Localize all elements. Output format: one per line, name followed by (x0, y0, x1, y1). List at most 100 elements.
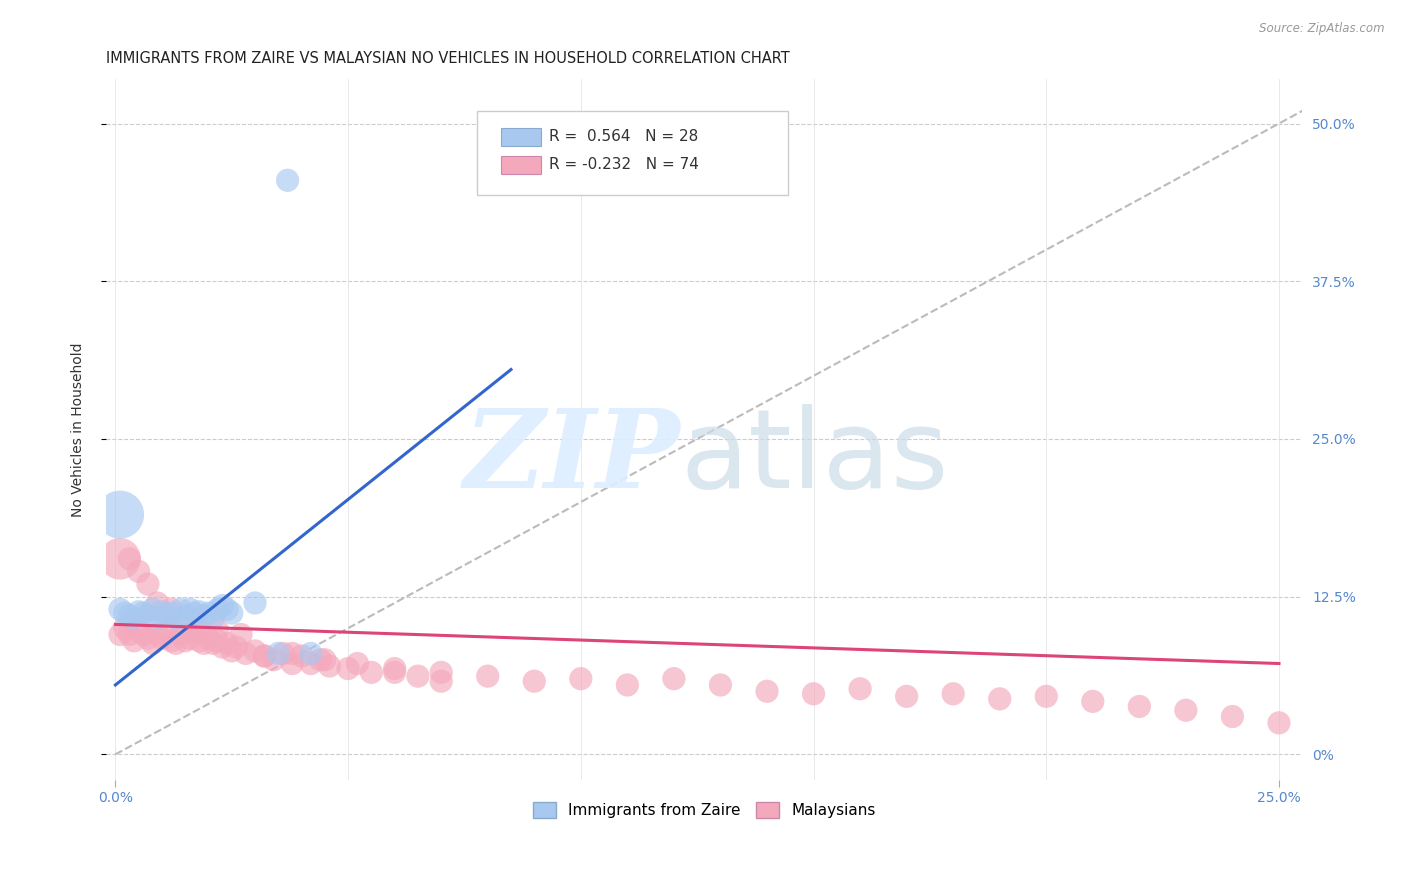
Point (243, 644, 266, 658)
Point (136, 632, 159, 646)
Point (146, 611, 169, 625)
Point (207, 633, 229, 648)
Point (217, 636, 239, 650)
Point (430, 674, 453, 689)
Point (108, 551, 131, 566)
Point (128, 605, 150, 619)
Point (221, 606, 243, 620)
Point (616, 678, 638, 692)
Point (183, 606, 205, 620)
Point (174, 621, 197, 635)
Point (253, 648, 276, 663)
Point (235, 647, 257, 661)
Point (118, 551, 141, 566)
Point (146, 627, 169, 641)
Point (207, 602, 229, 616)
Point (122, 611, 145, 625)
Point (188, 605, 211, 619)
Point (217, 602, 239, 616)
Point (207, 624, 229, 638)
Point (1081, 694, 1104, 708)
Point (523, 674, 546, 689)
Point (150, 632, 173, 646)
Point (142, 636, 165, 650)
Point (384, 662, 406, 676)
FancyBboxPatch shape (501, 128, 541, 146)
Point (849, 681, 872, 696)
Point (314, 653, 336, 667)
Point (155, 624, 177, 638)
Point (193, 636, 215, 650)
Point (165, 636, 187, 650)
Point (709, 678, 731, 692)
FancyBboxPatch shape (501, 156, 541, 174)
Point (662, 672, 685, 686)
Point (202, 611, 225, 625)
Point (267, 647, 290, 661)
Point (160, 602, 183, 616)
Point (197, 632, 219, 646)
Point (118, 608, 141, 623)
Point (188, 633, 211, 648)
Point (569, 672, 592, 686)
Point (477, 669, 499, 683)
Point (271, 647, 294, 661)
Point (150, 605, 173, 619)
Point (193, 608, 215, 623)
Point (430, 665, 453, 680)
Point (114, 606, 136, 620)
Point (197, 606, 219, 620)
Point (183, 624, 205, 638)
Point (299, 657, 322, 671)
Point (142, 602, 165, 616)
Point (128, 624, 150, 638)
Point (179, 632, 201, 646)
Point (108, 627, 131, 641)
Text: Source: ZipAtlas.com: Source: ZipAtlas.com (1260, 22, 1385, 36)
Point (277, 173, 299, 187)
Legend: Immigrants from Zaire, Malaysians: Immigrants from Zaire, Malaysians (527, 797, 882, 824)
Point (221, 644, 243, 658)
Text: ZIP: ZIP (464, 404, 681, 511)
Point (108, 508, 131, 522)
Point (942, 687, 965, 701)
Point (243, 596, 266, 610)
Point (108, 602, 131, 616)
Point (128, 565, 150, 579)
Point (346, 657, 368, 671)
Point (281, 657, 304, 671)
Point (118, 627, 141, 641)
Point (384, 665, 406, 680)
Point (179, 602, 201, 616)
Point (174, 608, 197, 623)
Point (337, 662, 360, 676)
Point (160, 633, 183, 648)
Point (136, 577, 159, 591)
Point (202, 636, 225, 650)
Point (122, 633, 145, 648)
Point (211, 640, 233, 654)
Point (136, 608, 159, 623)
Point (803, 687, 825, 701)
Point (263, 653, 285, 667)
Point (174, 633, 197, 648)
Point (1174, 703, 1197, 717)
Point (360, 665, 382, 680)
FancyBboxPatch shape (477, 111, 787, 194)
Text: R =  0.564   N = 28: R = 0.564 N = 28 (548, 129, 697, 145)
Point (132, 627, 155, 641)
Y-axis label: No Vehicles in Household: No Vehicles in Household (72, 343, 86, 516)
Point (896, 690, 918, 704)
Point (1222, 709, 1244, 723)
Text: atlas: atlas (681, 404, 949, 511)
Point (318, 659, 340, 673)
Point (299, 647, 322, 661)
Point (756, 684, 779, 698)
Point (211, 599, 233, 613)
Point (290, 648, 312, 663)
Point (169, 602, 191, 616)
Point (281, 647, 304, 661)
Point (988, 691, 1011, 706)
Point (114, 621, 136, 635)
Point (1268, 715, 1291, 730)
